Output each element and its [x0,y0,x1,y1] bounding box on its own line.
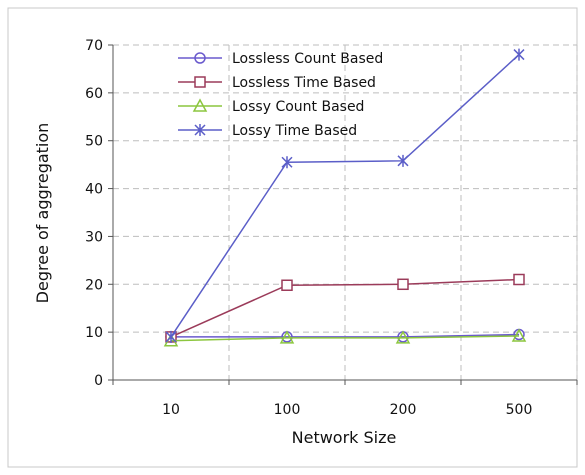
legend-item: Lossy Time Based [178,123,357,139]
y-tick-label: 60 [85,86,103,102]
data-point [281,156,293,169]
series-star [165,48,525,343]
y-tick-label: 0 [94,373,103,389]
legend-label: Lossy Time Based [232,123,357,139]
series-group [163,48,527,347]
legend-label: Lossless Count Based [232,51,383,67]
x-tick-label: 500 [506,402,533,418]
legend-label: Lossy Count Based [232,99,364,115]
series-line [171,333,520,338]
y-tick-label: 10 [85,325,103,341]
y-tick-label: 70 [85,38,103,54]
legend-label: Lossless Time Based [232,75,376,91]
series-line [170,54,520,338]
y-tick-label: 50 [85,134,103,150]
legend-item: Lossless Time Based [178,75,376,91]
data-point [281,279,293,291]
legend-item: Lossy Count Based [178,98,364,115]
y-tick-label: 40 [85,182,103,198]
legend: Lossless Count Based Lossless Time Based L… [178,51,383,139]
data-point [513,48,525,61]
data-point [395,330,411,344]
data-point [397,278,409,291]
legend-marker [194,76,206,88]
data-point [511,328,527,342]
y-tick-label: 20 [85,277,103,293]
data-point [279,330,295,344]
legend-marker [194,52,206,64]
legend-marker [192,98,208,112]
data-point [165,330,177,343]
axes: 0 10 20 30 40 50 60 70 10 100 200 500 [85,38,578,418]
legend-marker [194,124,206,136]
data-point [513,273,525,286]
legend-item: Lossless Count Based [178,51,383,67]
x-axis-title: Network Size [292,428,397,447]
x-tick-label: 200 [390,402,417,418]
series-line [170,335,520,342]
x-tick-label: 10 [162,402,180,418]
y-tick-label: 30 [85,229,103,245]
x-tick-label: 100 [274,402,301,418]
data-point [397,154,409,167]
series-line [170,278,520,338]
chart-frame [7,7,578,468]
y-axis-title: Degree of aggregation [33,123,52,304]
